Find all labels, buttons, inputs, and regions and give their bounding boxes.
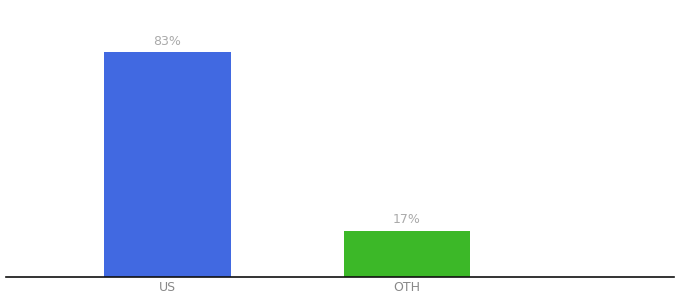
Bar [104, 52, 231, 277]
Bar [343, 230, 471, 277]
Text: 83%: 83% [154, 34, 182, 48]
Text: 17%: 17% [393, 213, 421, 226]
